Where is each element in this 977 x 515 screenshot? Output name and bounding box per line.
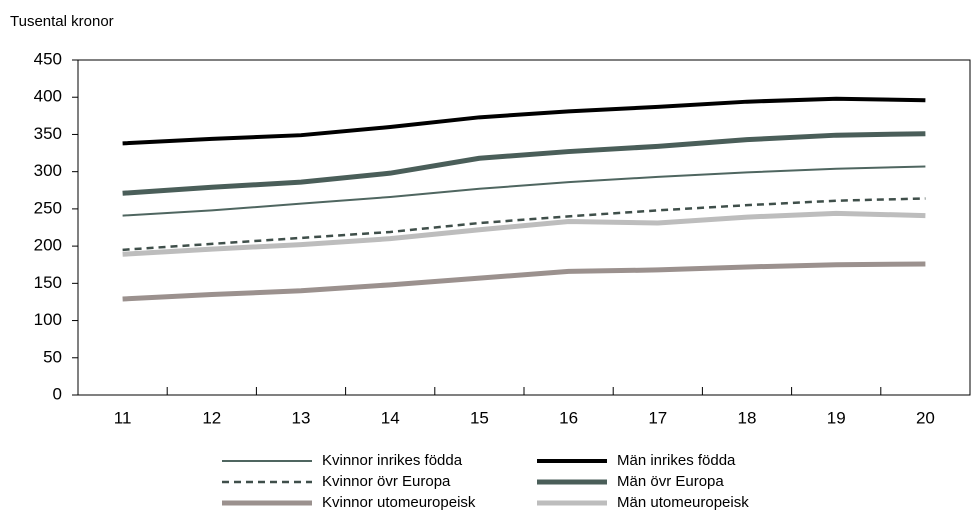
legend-label: Män inrikes födda xyxy=(617,452,736,469)
x-tick-label: 19 xyxy=(827,408,846,427)
x-tick-label: 17 xyxy=(648,408,667,427)
legend-label: Kvinnor övr Europa xyxy=(322,473,451,490)
x-tick-label: 12 xyxy=(202,408,221,427)
series-line xyxy=(122,261,926,302)
series-line xyxy=(122,131,926,196)
series-line xyxy=(122,165,926,217)
x-tick-label: 15 xyxy=(470,408,489,427)
x-tick-label: 13 xyxy=(292,408,311,427)
legend-label: Män utomeuropeisk xyxy=(617,494,749,511)
y-tick-label: 0 xyxy=(53,384,62,403)
y-tick-label: 400 xyxy=(34,87,62,106)
legend-label: Män övr Europa xyxy=(617,473,724,490)
y-tick-label: 450 xyxy=(34,49,62,68)
series-line xyxy=(122,96,926,146)
x-tick-label: 14 xyxy=(381,408,400,427)
y-axis-label: Tusental kronor xyxy=(10,13,114,30)
y-tick-label: 100 xyxy=(34,310,62,329)
y-tick-label: 50 xyxy=(43,347,62,366)
legend-label: Kvinnor utomeuropeisk xyxy=(322,494,476,511)
y-tick-label: 250 xyxy=(34,198,62,217)
series-line xyxy=(122,197,926,252)
y-tick-label: 300 xyxy=(34,161,62,180)
y-tick-label: 200 xyxy=(34,236,62,255)
y-tick-label: 150 xyxy=(34,273,62,292)
x-tick-label: 16 xyxy=(559,408,578,427)
legend-label: Kvinnor inrikes födda xyxy=(322,452,463,469)
y-tick-label: 350 xyxy=(34,124,62,143)
x-tick-label: 11 xyxy=(114,408,132,427)
x-tick-label: 18 xyxy=(738,408,757,427)
x-tick-label: 20 xyxy=(916,408,935,427)
series-line xyxy=(122,210,926,257)
